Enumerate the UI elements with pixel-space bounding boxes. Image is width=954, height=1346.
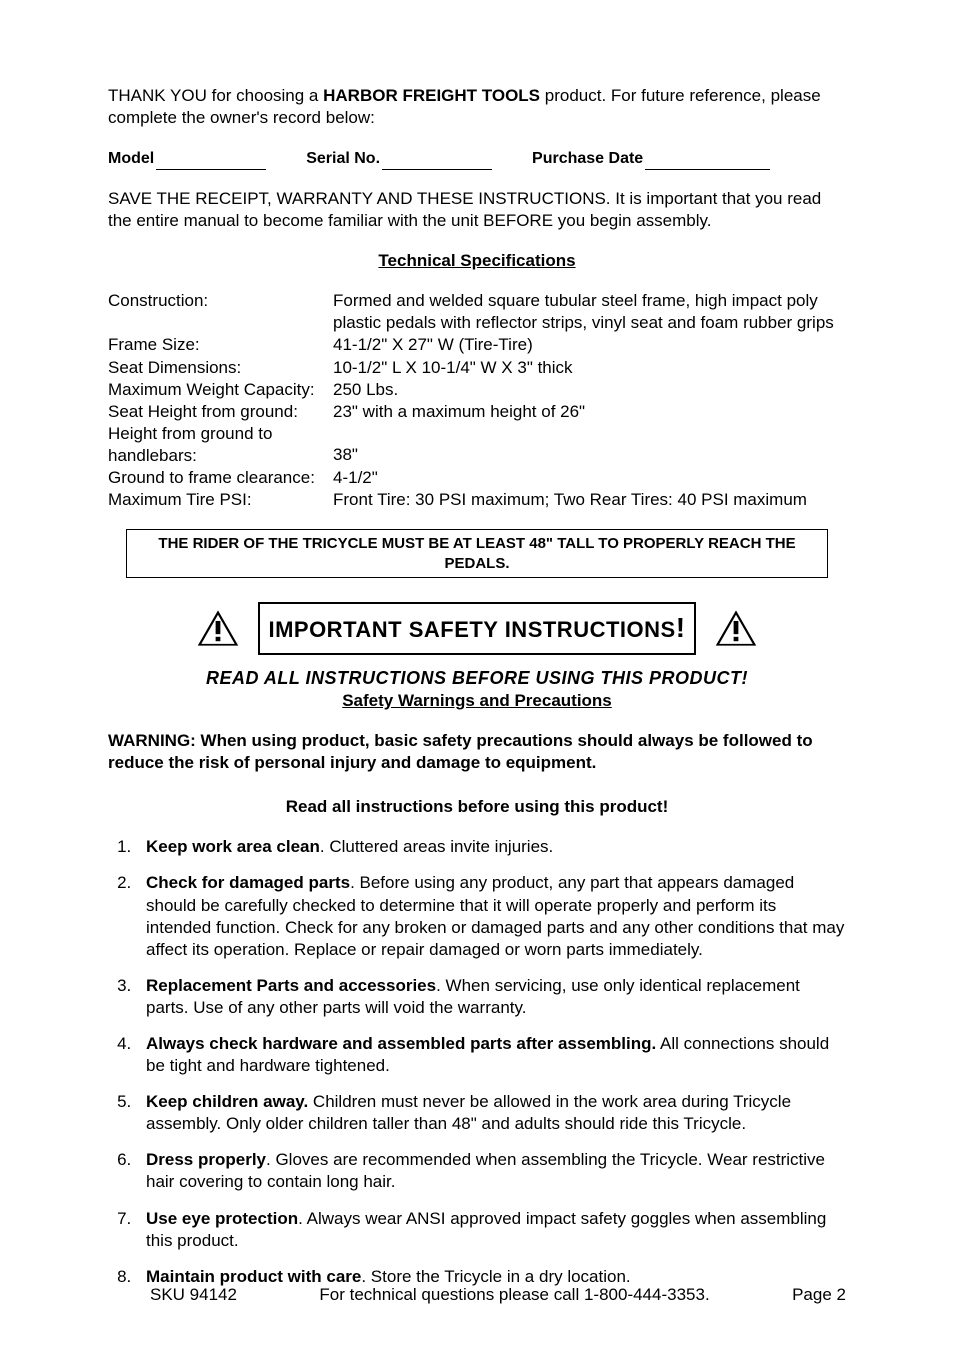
list-item: Replacement Parts and accessories. When … [136,975,846,1019]
spec-label: Height from ground to handlebars: [108,423,333,467]
spec-label: Seat Height from ground: [108,401,333,423]
list-item: Keep work area clean. Cluttered areas in… [136,836,846,858]
footer-page: Page 2 [792,1284,846,1306]
spec-table: Construction:Formed and welded square tu… [108,290,846,511]
spec-value: 4-1/2" [333,467,846,489]
safety-subheading: Safety Warnings and Precautions [108,690,846,712]
serial-label: Serial No. [306,149,380,170]
spec-value: 10-1/2" L X 10-1/4" W X 3" thick [333,357,846,379]
list-item: Always check hardware and assembled part… [136,1033,846,1077]
spec-value: Front Tire: 30 PSI maximum; Two Rear Tir… [333,489,846,511]
intro-brand: HARBOR FREIGHT TOOLS [323,86,540,105]
read-again: Read all instructions before using this … [108,796,846,818]
spec-label: Maximum Weight Capacity: [108,379,333,401]
owner-record-row: Model Serial No. Purchase Date [108,149,846,170]
footer-support: For technical questions please call 1-80… [319,1284,709,1306]
read-all-instructions: READ ALL INSTRUCTIONS BEFORE USING THIS … [108,667,846,690]
list-item: Use eye protection. Always wear ANSI app… [136,1208,846,1252]
date-field: Purchase Date [532,149,770,170]
serial-field: Serial No. [306,149,492,170]
spec-value: 23" with a maximum height of 26" [333,401,846,423]
spec-label: Maximum Tire PSI: [108,489,333,511]
safety-header: IMPORTANT SAFETY INSTRUCTIONS! [108,602,846,654]
spec-label: Ground to frame clearance: [108,467,333,489]
spec-label: Construction: [108,290,333,312]
safety-title-box: IMPORTANT SAFETY INSTRUCTIONS! [258,602,695,654]
save-receipt-text: SAVE THE RECEIPT, WARRANTY AND THESE INS… [108,188,846,232]
model-label: Model [108,149,154,170]
list-item: Check for damaged parts. Before using an… [136,872,846,960]
warning-paragraph: WARNING: When using product, basic safet… [108,730,846,774]
spec-value: 250 Lbs. [333,379,846,401]
spec-value: 38" [333,423,846,466]
intro-pre: THANK YOU for choosing a [108,86,323,105]
safety-title: IMPORTANT SAFETY INSTRUCTIONS [268,617,675,642]
intro-paragraph: THANK YOU for choosing a HARBOR FREIGHT … [108,85,846,129]
spec-value: Formed and welded square tubular steel f… [333,290,846,334]
tech-spec-title: Technical Specifications [108,250,846,272]
spec-label: Seat Dimensions: [108,357,333,379]
list-item: Dress properly. Gloves are recommended w… [136,1149,846,1193]
date-blank[interactable] [645,154,770,170]
model-field: Model [108,149,266,170]
warning-icon [196,608,240,648]
serial-blank[interactable] [382,154,492,170]
warning-icon [714,608,758,648]
model-blank[interactable] [156,154,266,170]
rider-height-notice: THE RIDER OF THE TRICYCLE MUST BE AT LEA… [126,529,828,578]
list-item: Keep children away. Children must never … [136,1091,846,1135]
footer-sku: SKU 94142 [150,1284,237,1306]
spec-value: 41-1/2" X 27" W (Tire-Tire) [333,334,846,356]
page-footer: SKU 94142 For technical questions please… [108,1284,846,1306]
date-label: Purchase Date [532,149,643,170]
safety-list: Keep work area clean. Cluttered areas in… [108,836,846,1288]
spec-label: Frame Size: [108,334,333,356]
exclamation: ! [676,612,686,643]
